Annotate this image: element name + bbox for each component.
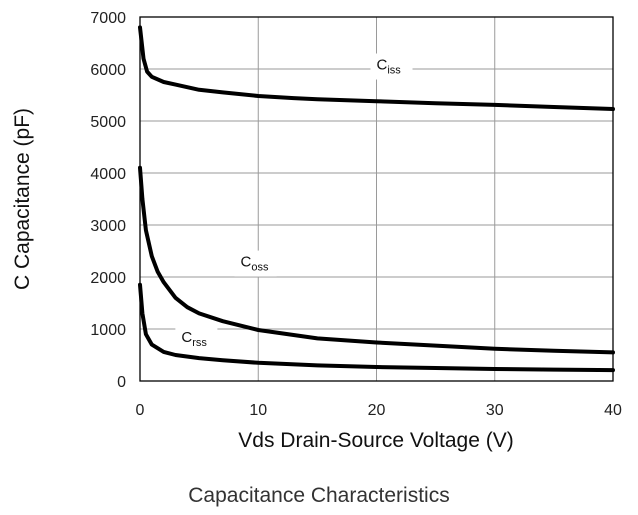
curve-crss bbox=[138, 282, 615, 373]
curve-label-background bbox=[175, 326, 218, 352]
curve-label-background bbox=[370, 53, 413, 80]
y-axis-label: C Capacitance (pF) bbox=[11, 108, 34, 290]
plot-frame bbox=[139, 16, 614, 382]
curves bbox=[138, 25, 615, 373]
x-axis-label: Vds Drain-Source Voltage (V) bbox=[238, 429, 513, 452]
y-tick-label: 6000 bbox=[90, 62, 126, 79]
curve-label-ciss: Ciss bbox=[377, 57, 402, 77]
x-tick-label: 20 bbox=[368, 402, 386, 419]
y-tick-label: 0 bbox=[117, 374, 126, 391]
y-tick-label: 7000 bbox=[90, 10, 126, 27]
y-tick-label: 2000 bbox=[90, 270, 126, 287]
x-tick-labels: 0 10 20 30 40 bbox=[136, 402, 622, 419]
curve-labels: Ciss Coss Crss bbox=[175, 53, 413, 352]
x-tick-label: 30 bbox=[486, 402, 504, 419]
capacitance-chart: Ciss Coss Crss 0 10 20 30 40 0 1000 2000 3000 4000… bbox=[11, 10, 622, 452]
y-tick-label: 3000 bbox=[90, 218, 126, 235]
curve-label-coss: Coss bbox=[241, 254, 269, 274]
grid-lines bbox=[140, 17, 613, 381]
x-tick-label: 40 bbox=[604, 402, 622, 419]
curve-ciss bbox=[138, 25, 615, 111]
x-tick-label: 10 bbox=[249, 402, 267, 419]
y-tick-label: 1000 bbox=[90, 322, 126, 339]
curve-label-background bbox=[234, 250, 277, 277]
y-tick-label: 5000 bbox=[90, 114, 126, 131]
figure-caption: Capacitance Characteristics bbox=[188, 484, 450, 507]
y-tick-labels: 0 1000 2000 3000 4000 5000 6000 7000 bbox=[90, 10, 126, 391]
curve-label-crss: Crss bbox=[181, 329, 207, 349]
x-tick-label: 0 bbox=[136, 402, 145, 419]
curve-coss bbox=[138, 165, 615, 355]
y-tick-label: 4000 bbox=[90, 166, 126, 183]
